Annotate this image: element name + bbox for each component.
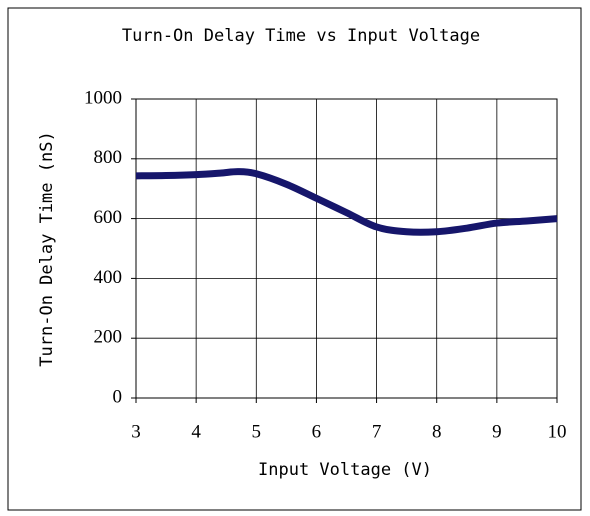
x-tick-label: 8 [432,421,442,442]
y-axis-label: Turn-On Delay Time (nS) [37,131,57,366]
x-tick-label: 7 [372,421,382,442]
x-axis-label: Input Voltage (V) [258,460,432,480]
y-tick-label: 600 [94,207,123,228]
y-tick-label: 800 [94,147,123,168]
x-tick-label: 3 [131,421,141,442]
y-tick-label: 200 [94,327,123,348]
chart-title: Turn-On Delay Time vs Input Voltage [122,26,480,46]
plot-area [135,98,558,399]
x-tick-label: 5 [252,421,262,442]
x-tick-label: 4 [191,421,201,442]
x-tick-label: 6 [312,421,322,442]
data-line [135,168,558,236]
y-tick-label: 400 [94,267,123,288]
chart-frame [7,7,582,511]
y-tick-label: 0 [113,386,123,407]
x-tick-label: 9 [492,421,502,442]
y-tick-label: 1000 [84,87,122,108]
x-tick-label: 10 [548,421,567,442]
